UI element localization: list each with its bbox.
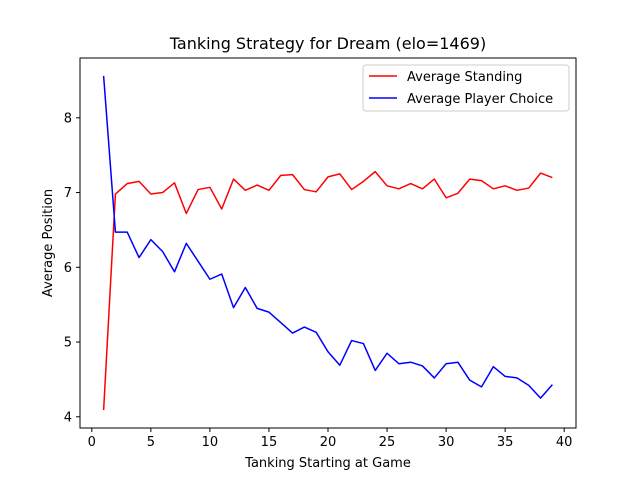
plot-area (102, 75, 553, 411)
legend-label-average-player-choice: Average Player Choice (407, 92, 553, 107)
x-tick-label: 25 (379, 435, 396, 450)
legend-box (362, 64, 570, 112)
chart-title: Tanking Strategy for Dream (elo=1469) (169, 34, 486, 53)
x-axis: 0 5 10 15 20 25 30 35 40 (88, 428, 573, 450)
y-tick-label: 7 (64, 186, 72, 201)
x-tick-label: 30 (438, 435, 455, 450)
series-line-average-standing (102, 170, 553, 411)
y-axis: 4 5 6 7 8 (64, 111, 80, 425)
x-tick-label: 15 (261, 435, 278, 450)
x-tick-label: 0 (88, 435, 96, 450)
y-tick-label: 6 (64, 261, 72, 276)
x-tick-label: 35 (497, 435, 514, 450)
legend: Average Standing Average Player Choice (362, 64, 570, 112)
legend-label-average-standing: Average Standing (407, 70, 522, 85)
y-axis-label: Average Position (41, 189, 56, 297)
y-tick-label: 8 (64, 111, 72, 126)
y-tick-label: 5 (64, 336, 72, 351)
x-tick-label: 5 (147, 435, 155, 450)
x-tick-label: 10 (202, 435, 219, 450)
series-line-average-player-choice (102, 75, 553, 399)
y-tick-label: 4 (64, 410, 72, 425)
x-tick-label: 40 (556, 435, 573, 450)
x-tick-label: 20 (320, 435, 337, 450)
x-axis-label: Tanking Starting at Game (244, 456, 411, 471)
